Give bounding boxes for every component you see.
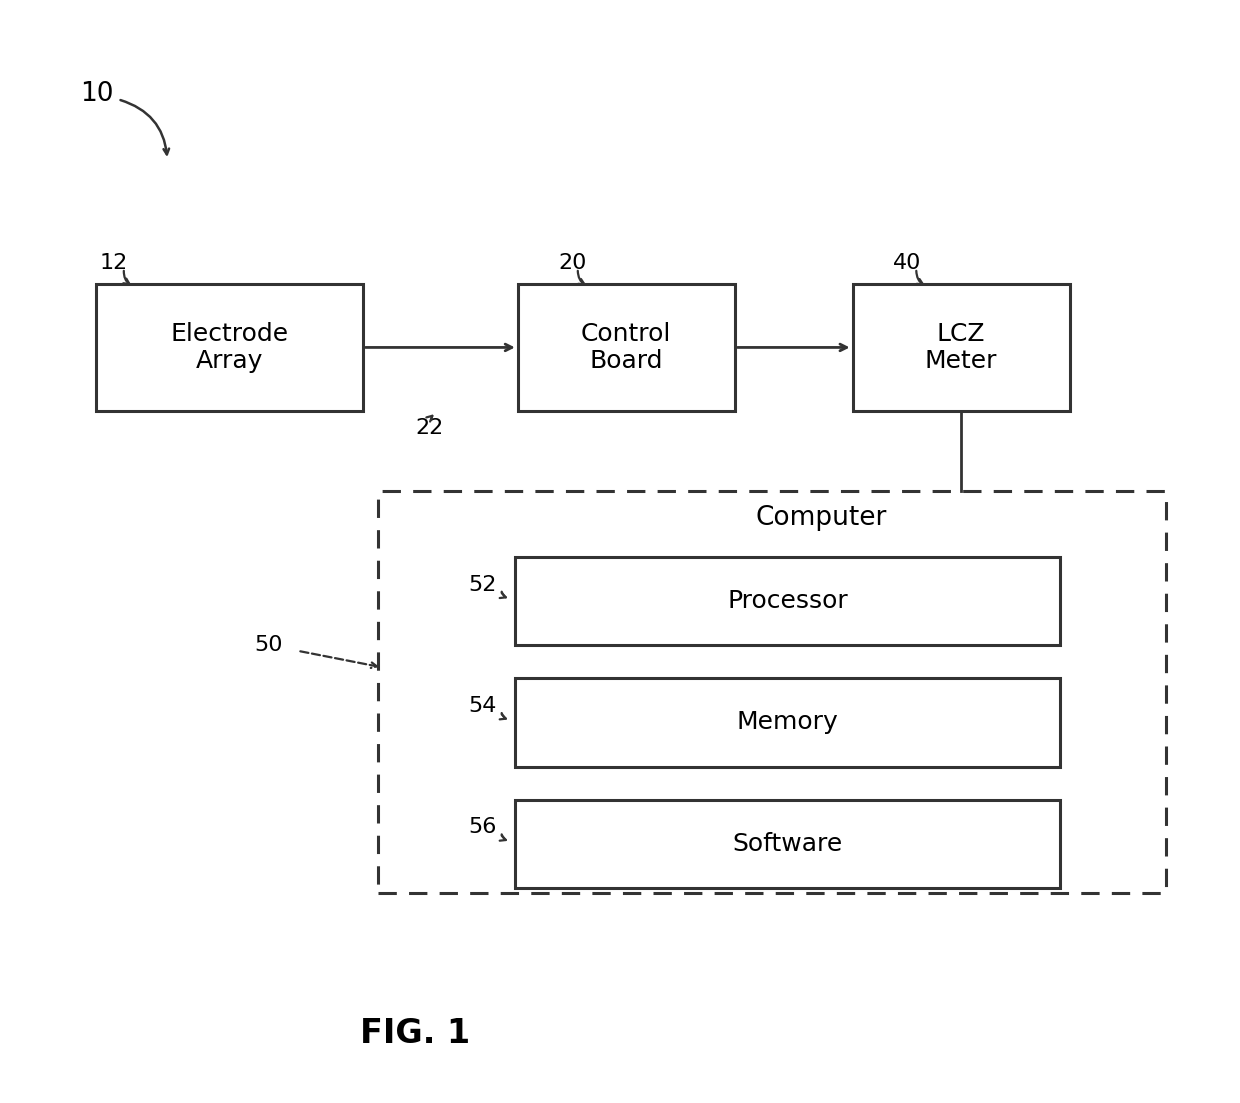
Bar — [515, 557, 1060, 645]
Bar — [517, 283, 734, 410]
Text: 56: 56 — [469, 817, 497, 837]
Text: 50: 50 — [254, 635, 283, 655]
Text: 40: 40 — [893, 253, 921, 272]
Text: FIG. 1: FIG. 1 — [361, 1017, 470, 1050]
Text: 10: 10 — [81, 81, 114, 107]
Text: Memory: Memory — [737, 710, 838, 735]
Bar — [853, 283, 1069, 410]
Bar — [378, 491, 1166, 893]
Text: Electrode
Array: Electrode Array — [170, 322, 289, 373]
Text: 54: 54 — [469, 696, 497, 716]
Bar — [515, 678, 1060, 767]
Text: 22: 22 — [415, 418, 444, 438]
Text: Processor: Processor — [727, 589, 848, 613]
Bar — [97, 283, 362, 410]
Text: Software: Software — [733, 832, 842, 856]
Text: Computer: Computer — [756, 505, 887, 532]
Text: LCZ
Meter: LCZ Meter — [925, 322, 997, 373]
Text: 52: 52 — [469, 575, 497, 595]
Bar — [515, 800, 1060, 888]
Text: Control
Board: Control Board — [582, 322, 671, 373]
Text: 12: 12 — [99, 253, 128, 272]
Text: 20: 20 — [558, 253, 587, 272]
